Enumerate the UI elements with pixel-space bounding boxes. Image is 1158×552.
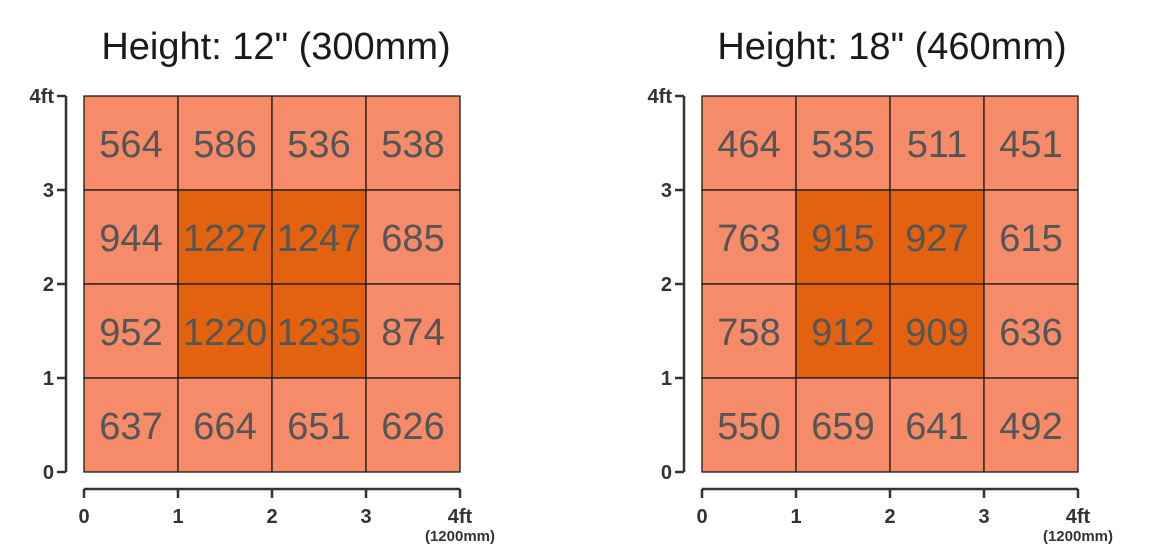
- heatmap-cell: [889, 189, 985, 285]
- heatmap-cell: [795, 283, 891, 379]
- cell-value-label: 626: [381, 406, 444, 448]
- cell-value-label: 535: [811, 124, 874, 166]
- x-tick-label: 0: [78, 506, 89, 528]
- heatmap-cell: [365, 95, 461, 191]
- cell-value-label: 511: [907, 124, 968, 166]
- heatmap-cell: [83, 189, 179, 285]
- heatmap-cell: [701, 283, 797, 379]
- heatmap-cell: [889, 95, 985, 191]
- cell-value-label: 464: [717, 124, 780, 166]
- x-tick-label: 4ft: [448, 506, 473, 528]
- heatmap-cell: [701, 377, 797, 473]
- cell-value-label: 1227: [183, 218, 268, 260]
- y-tick-label: 3: [43, 180, 54, 202]
- heatmap-cell: [177, 189, 273, 285]
- cell-value-label: 492: [999, 406, 1062, 448]
- cell-value-label: 758: [717, 312, 780, 354]
- x-unit-note: (1200mm): [1043, 528, 1113, 545]
- cell-value-label: 1235: [277, 312, 362, 354]
- x-unit-note: (1200mm): [425, 528, 495, 545]
- heatmap-cell: [983, 377, 1079, 473]
- cell-value-label: 564: [99, 124, 162, 166]
- x-tick-label: 1: [172, 506, 183, 528]
- cell-value-label: 538: [381, 124, 444, 166]
- heatmap-cell: [983, 189, 1079, 285]
- y-tick-label: 3: [661, 180, 672, 202]
- heatmap-cell: [83, 377, 179, 473]
- cell-value-label: 664: [193, 406, 256, 448]
- x-tick-label: 3: [360, 506, 371, 528]
- x-tick-label: 0: [696, 506, 707, 528]
- cell-value-label: 615: [999, 218, 1062, 260]
- cell-value-label: 685: [381, 218, 444, 260]
- y-tick-label: 2: [43, 274, 54, 296]
- x-tick-label: 4ft: [1066, 506, 1091, 528]
- cell-value-label: 550: [717, 406, 780, 448]
- cell-value-label: 451: [999, 124, 1062, 166]
- heatmap-cell: [177, 283, 273, 379]
- cell-value-label: 641: [905, 406, 968, 448]
- x-tick-label: 2: [884, 506, 895, 528]
- y-tick-label: 1: [43, 368, 54, 390]
- heatmap-cell: [365, 377, 461, 473]
- cell-value-label: 1220: [183, 312, 268, 354]
- chart-title-12in: Height: 12" (300mm): [101, 26, 451, 68]
- heatmap-cell: [701, 189, 797, 285]
- heatmap-cell: [701, 95, 797, 191]
- cell-value-label: 636: [999, 312, 1062, 354]
- heatmap-cell: [365, 283, 461, 379]
- cell-value-label: 763: [717, 218, 780, 260]
- heatmap-cell: [983, 283, 1079, 379]
- x-tick-label: 2: [266, 506, 277, 528]
- cell-value-label: 659: [811, 406, 874, 448]
- cell-value-label: 912: [811, 312, 874, 354]
- cell-value-label: 536: [287, 124, 350, 166]
- y-tick-label: 0: [661, 462, 672, 484]
- cell-value-label: 874: [381, 312, 444, 354]
- y-tick-label: 0: [43, 462, 54, 484]
- x-tick-label: 1: [790, 506, 801, 528]
- heatmap-cell: [795, 95, 891, 191]
- chart-title-18in: Height: 18" (460mm): [717, 26, 1067, 68]
- heatmap-cell: [365, 189, 461, 285]
- cell-value-label: 944: [99, 218, 162, 260]
- heatmap-cell: [271, 189, 367, 285]
- cell-value-label: 586: [193, 124, 256, 166]
- cell-value-label: 637: [99, 406, 162, 448]
- y-tick-label: 4ft: [30, 86, 55, 108]
- cell-value-label: 915: [811, 218, 874, 260]
- heatmap-cell: [177, 377, 273, 473]
- cell-value-label: 952: [99, 312, 162, 354]
- y-tick-label: 4ft: [648, 86, 673, 108]
- cell-value-label: 927: [905, 218, 968, 260]
- cell-value-label: 1247: [277, 218, 362, 260]
- y-tick-label: 1: [661, 368, 672, 390]
- heatmap-cell: [889, 283, 985, 379]
- cell-value-label: 651: [287, 406, 350, 448]
- x-tick-label: 3: [978, 506, 989, 528]
- heatmap-cell: [889, 377, 985, 473]
- cell-value-label: 909: [905, 312, 968, 354]
- y-tick-label: 2: [661, 274, 672, 296]
- heatmap-cell: [795, 189, 891, 285]
- heatmap-cell: [271, 283, 367, 379]
